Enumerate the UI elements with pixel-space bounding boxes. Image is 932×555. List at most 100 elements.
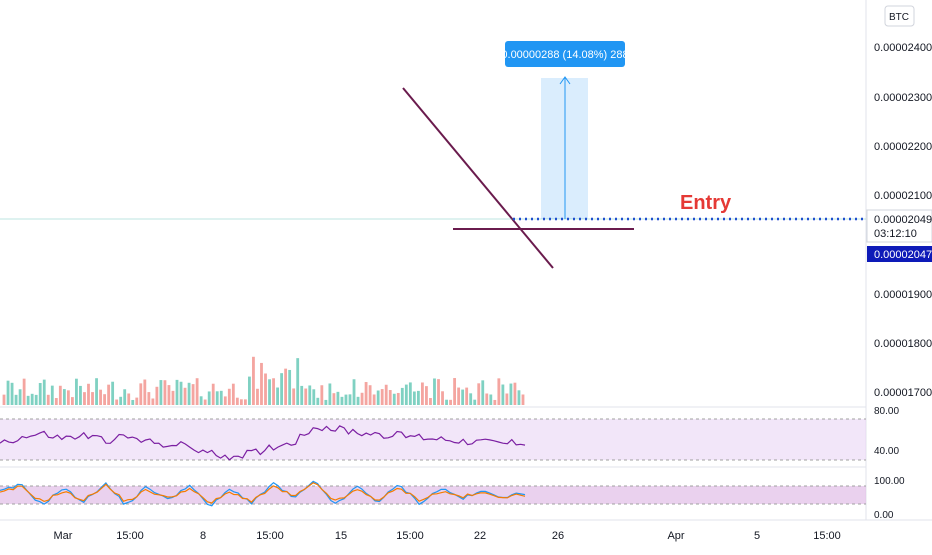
volume-bar bbox=[396, 392, 400, 405]
x-tick: 15 bbox=[335, 530, 347, 542]
volume-bar bbox=[388, 390, 392, 405]
time-axis: Mar 15:00 8 15:00 15 15:00 22 26 Apr 5 1… bbox=[54, 530, 841, 542]
volume-bar bbox=[509, 383, 513, 405]
stoch-tick: 100.00 bbox=[874, 476, 905, 487]
volume-bar bbox=[421, 382, 424, 405]
currency-badge[interactable] bbox=[884, 5, 915, 27]
volume-bar bbox=[207, 391, 211, 405]
volume-bar bbox=[79, 385, 82, 405]
volume-bar bbox=[412, 391, 416, 405]
volume-bar bbox=[219, 390, 223, 405]
x-tick: 22 bbox=[474, 530, 486, 542]
volume-bar bbox=[457, 387, 461, 405]
countdown-value: 03:12:10 bbox=[874, 228, 917, 240]
volume-bar bbox=[83, 392, 86, 405]
volume-bar bbox=[183, 387, 187, 405]
volume-bar bbox=[159, 380, 163, 405]
volume-bar bbox=[75, 378, 78, 405]
x-tick: 26 bbox=[552, 530, 564, 542]
volume-bar bbox=[304, 388, 308, 405]
volume-bar bbox=[135, 397, 139, 405]
x-tick: Apr bbox=[667, 530, 684, 542]
volume-bar bbox=[400, 387, 404, 405]
volume-bar bbox=[469, 393, 473, 405]
volume-bar bbox=[131, 399, 135, 405]
price-axis-ticks: 0.00002400 0.00002300 0.00002200 0.00002… bbox=[874, 42, 932, 399]
volume-bar bbox=[14, 394, 18, 405]
volume-bar bbox=[62, 389, 66, 405]
volume-bar bbox=[272, 378, 275, 405]
volume-bar bbox=[356, 396, 360, 405]
volume-bar bbox=[288, 369, 292, 405]
volume-bar bbox=[404, 384, 408, 405]
volume-bar bbox=[256, 388, 259, 405]
volume-bar bbox=[111, 381, 115, 405]
volume-bar bbox=[453, 378, 457, 405]
measure-label: 0.00000288 (14.08%) 288 bbox=[501, 49, 628, 61]
volume-bar bbox=[26, 395, 30, 405]
measure-label-box[interactable] bbox=[505, 41, 625, 67]
volume-bar bbox=[376, 390, 380, 405]
y-tick: 0.00001900 bbox=[874, 289, 932, 301]
volume-bar bbox=[433, 378, 436, 405]
volume-bar bbox=[384, 384, 388, 405]
volume-bar bbox=[461, 389, 465, 405]
volume-bar bbox=[231, 383, 235, 405]
volume-bar bbox=[437, 379, 440, 405]
volume-bar bbox=[493, 399, 497, 405]
volume-bar bbox=[449, 399, 452, 405]
volume-bar bbox=[248, 376, 251, 405]
volume-bar bbox=[58, 385, 62, 405]
volume-bar bbox=[332, 393, 336, 405]
triangle-upper-line[interactable] bbox=[402, 87, 554, 269]
volume-bar bbox=[284, 368, 288, 405]
volume-bar bbox=[50, 385, 54, 405]
volume-bar bbox=[477, 383, 481, 405]
volume-bar bbox=[99, 389, 102, 405]
volume-bar bbox=[364, 382, 368, 405]
volume-bar bbox=[2, 394, 6, 405]
volume-bar bbox=[34, 394, 38, 405]
volume-bar bbox=[465, 387, 469, 405]
volume-bar bbox=[54, 398, 58, 405]
volume-bar bbox=[260, 362, 263, 405]
volume-bar bbox=[473, 399, 477, 405]
volume-bar bbox=[360, 392, 364, 405]
volume-bar bbox=[10, 382, 14, 405]
x-tick: 15:00 bbox=[396, 530, 424, 542]
volume-bar bbox=[42, 379, 46, 405]
volume-bar bbox=[119, 396, 123, 405]
y-tick: 0.00001800 bbox=[874, 338, 932, 350]
y-tick: 0.00002200 bbox=[874, 141, 932, 153]
volume-bar bbox=[352, 379, 356, 405]
volume-bar bbox=[328, 383, 332, 405]
volume-bar bbox=[408, 382, 412, 405]
volume-bar bbox=[87, 383, 90, 405]
volume-bar bbox=[143, 379, 147, 405]
volume-bar bbox=[18, 389, 22, 405]
volume-bar bbox=[372, 394, 376, 405]
volume-bar bbox=[485, 393, 489, 405]
volume-bar bbox=[429, 398, 432, 405]
x-tick: 15:00 bbox=[813, 530, 841, 542]
volume-bar bbox=[223, 396, 227, 405]
volume-bar bbox=[292, 388, 296, 405]
volume-bar bbox=[445, 399, 448, 405]
volume-bar bbox=[344, 394, 348, 405]
volume-bar bbox=[139, 383, 143, 405]
x-tick: Mar bbox=[54, 530, 73, 542]
volume-bar bbox=[308, 385, 312, 405]
volume-bar bbox=[239, 399, 243, 405]
volume-bar bbox=[243, 399, 247, 405]
volume-bar bbox=[179, 381, 183, 405]
volume-bar bbox=[276, 387, 279, 405]
volume-bar bbox=[215, 391, 219, 405]
y-tick: 0.00002300 bbox=[874, 92, 932, 104]
volume-bar bbox=[521, 394, 525, 405]
rsi-tick: 40.00 bbox=[874, 446, 899, 457]
volume-bar bbox=[66, 390, 70, 405]
volume-bar bbox=[46, 394, 50, 405]
stoch-tick: 0.00 bbox=[874, 510, 894, 521]
